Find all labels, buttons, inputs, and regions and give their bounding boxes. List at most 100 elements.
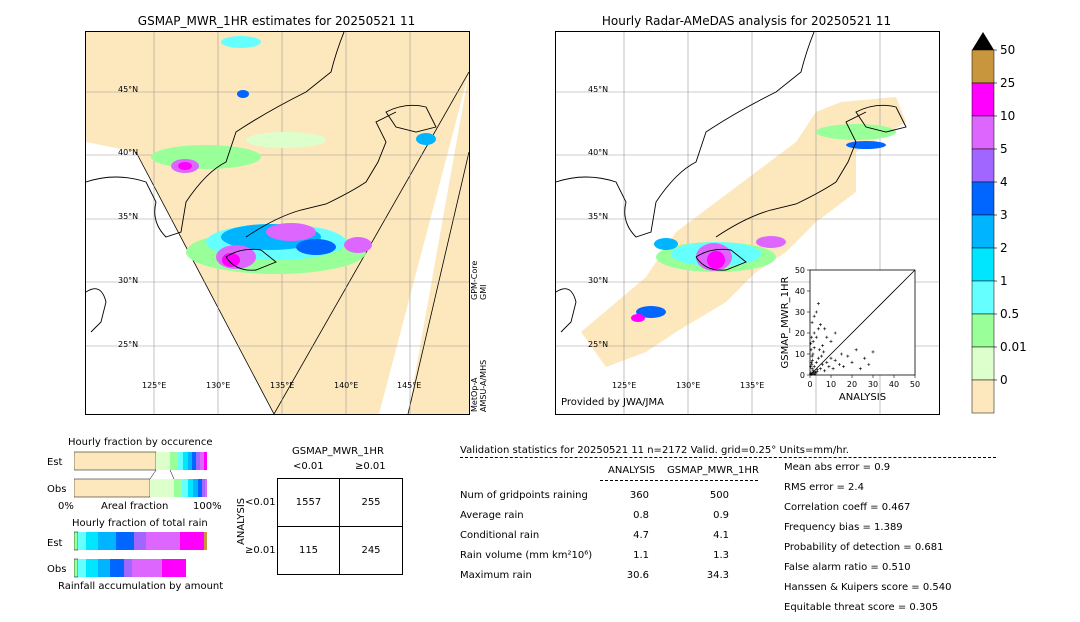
scatter-point <box>809 335 813 339</box>
scatter-point <box>809 365 813 369</box>
occ-xtick-100: 100% <box>193 501 222 512</box>
scatter-point <box>812 331 816 335</box>
scatter-point <box>846 354 850 358</box>
colorbar-label: 0 <box>1000 373 1008 387</box>
colorbar-segment <box>971 313 995 348</box>
scatter-point <box>840 352 843 356</box>
occ-label-est: Est <box>47 457 63 468</box>
scatter-point <box>812 314 816 318</box>
occ-est-bar <box>74 451 207 471</box>
sensor-label-top: GPM-Core GMI <box>470 260 488 300</box>
contingency-cell-01: 255 <box>361 497 381 508</box>
rain-est-bar <box>74 531 207 551</box>
right-lon-135: 135°E <box>740 381 765 390</box>
colorbar-segment <box>971 82 995 117</box>
scatter-point <box>814 360 818 364</box>
scatter-point <box>809 348 813 352</box>
score-ets: Equitable threat score = 0.305 <box>784 602 939 613</box>
colorbar-segment <box>971 115 995 150</box>
scatter-ytick-label: 30 <box>795 308 805 317</box>
scatter-point <box>816 302 820 306</box>
scatter-point <box>812 346 816 350</box>
occ-obs-bar <box>74 478 207 498</box>
val-row-gsmap: 1.3 <box>713 550 729 561</box>
val-row-label: Maximum rain <box>460 570 532 581</box>
val-row-analysis: 30.6 <box>626 570 649 581</box>
val-row-gsmap: 500 <box>709 490 729 501</box>
val-row-gsmap: 4.1 <box>713 530 729 541</box>
scatter-point <box>809 342 813 345</box>
scatter-point <box>850 360 854 364</box>
colorbar-label: 5 <box>1000 142 1008 156</box>
scatter-point <box>827 365 831 369</box>
colorbar-label: 3 <box>1000 208 1008 222</box>
scatter-point <box>815 368 819 372</box>
val-col-analysis: ANALYSIS <box>608 465 656 476</box>
scatter-point <box>823 369 827 373</box>
scatter-point <box>811 339 815 343</box>
score-rmse: RMS error = 2.4 <box>784 482 864 493</box>
validation-divider <box>460 457 996 458</box>
right-lat-40: 40°N <box>588 148 609 157</box>
scatter-point <box>810 367 814 371</box>
scatter-xtick-label: 30 <box>868 380 878 389</box>
val-row-label: Num of gridpoints raining <box>460 490 588 501</box>
scatter-point <box>814 310 818 314</box>
scatter-point <box>809 360 813 364</box>
val-col-gsmap: GSMAP_MWR_1HR <box>667 465 759 476</box>
right-rain-field <box>631 124 896 322</box>
val-row-gsmap: 34.3 <box>706 570 729 581</box>
occ-title: Hourly fraction by occurence <box>68 437 213 448</box>
score-hk: Hanssen & Kuipers score = 0.540 <box>784 582 952 593</box>
scatter-point <box>815 370 819 374</box>
scatter-ytick-label: 50 <box>795 266 805 275</box>
colorbar-label: 4 <box>1000 175 1008 189</box>
scatter-point <box>812 370 816 374</box>
left-lat-25: 25°N <box>118 340 139 349</box>
scatter-xlabel: ANALYSIS <box>839 392 886 402</box>
left-lat-45: 45°N <box>118 85 139 94</box>
scatter-point <box>810 321 814 324</box>
colorbar-extend-arrow <box>972 32 994 50</box>
score-far: False alarm ratio = 0.510 <box>784 562 911 573</box>
rain-footer: Rainfall accumulation by amount <box>58 581 224 592</box>
scatter-xtick-label: 50 <box>910 380 920 389</box>
right-lon-125: 125°E <box>612 381 637 390</box>
scatter-point <box>822 350 826 354</box>
colorbar: 50 25 10 5 4 3 2 1 0.5 0.01 0 <box>971 32 1027 414</box>
rain-title: Hourly fraction of total rain <box>72 518 208 529</box>
scatter-point <box>819 323 822 327</box>
scatter-point <box>842 365 846 369</box>
left-lon-130: 130°E <box>206 381 231 390</box>
left-lon-140: 140°E <box>334 381 359 390</box>
scatter-point <box>858 367 862 371</box>
contingency-row-0: <0.01 <box>245 497 276 508</box>
scatter-xtick-label: 20 <box>847 380 857 389</box>
occ-label-obs: Obs <box>47 484 67 495</box>
contingency-grid: 1557 255 115 245 <box>277 478 403 575</box>
contingency-cell-00: 1557 <box>295 497 322 508</box>
occ-xtick-0: 0% <box>58 501 74 512</box>
contingency-col-0: <0.01 <box>293 461 324 472</box>
scatter-point <box>837 363 841 366</box>
contingency-col-1: ≥0.01 <box>355 461 386 472</box>
colorbar-label: 1 <box>1000 274 1008 288</box>
colorbar-segment <box>971 379 995 414</box>
scatter-point <box>817 348 821 352</box>
colorbar-segment <box>971 148 995 183</box>
right-map-title: Hourly Radar-AMeDAS analysis for 2025052… <box>601 14 892 28</box>
scatter-point <box>821 344 825 348</box>
colorbar-label: 50 <box>1000 43 1015 57</box>
colorbar-segment <box>971 280 995 315</box>
left-map-svg <box>86 32 469 414</box>
colorbar-segment <box>971 247 995 282</box>
scatter-point <box>854 348 858 352</box>
contingency-title: GSMAP_MWR_1HR <box>292 446 384 457</box>
right-coastline <box>556 32 907 333</box>
scatter-inset: 0 10 20 30 40 50 0 10 20 30 40 50 ANALYSIS GSMAP_MWR_… <box>780 266 920 402</box>
right-lat-45: 45°N <box>588 85 609 94</box>
scatter-ytick-label: 0 <box>800 371 805 380</box>
colorbar-label: 0.01 <box>1000 340 1027 354</box>
left-lon-145: 145°E <box>397 381 422 390</box>
scatter-xtick-label: 0 <box>807 380 812 389</box>
